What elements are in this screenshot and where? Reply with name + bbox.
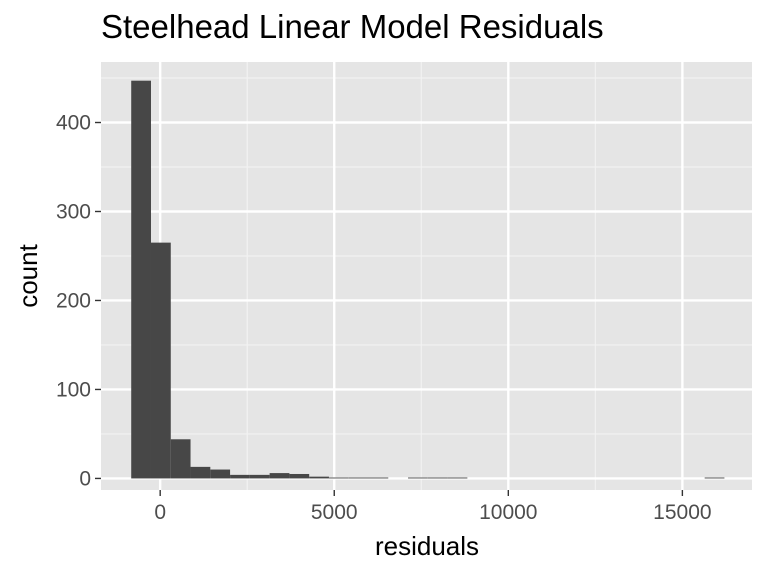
x-tick-label: 15000 <box>653 501 711 524</box>
histogram-bar <box>150 242 171 479</box>
histogram-bar <box>348 477 369 479</box>
chart-title: Steelhead Linear Model Residuals <box>101 8 604 45</box>
x-axis-ticks: 0 5000 10000 15000 <box>154 490 712 524</box>
minor-gridlines <box>101 62 752 490</box>
y-tick-label: 0 <box>79 467 91 490</box>
histogram-bar <box>249 474 270 479</box>
y-axis-title: count <box>13 243 43 307</box>
histogram-bar <box>170 439 191 479</box>
histogram-bar <box>190 466 211 479</box>
y-axis-ticks: 0 100 200 300 400 <box>56 112 101 490</box>
histogram-bar <box>210 469 231 479</box>
y-tick-label: 400 <box>56 112 91 135</box>
histogram-bar <box>131 80 151 479</box>
histogram-bar <box>269 473 290 479</box>
histogram-bar <box>704 477 725 479</box>
plot-panel <box>101 62 752 490</box>
histogram-bar <box>427 477 448 479</box>
histogram-bar <box>368 477 389 479</box>
histogram-bar <box>309 476 329 479</box>
histogram-bar <box>230 474 250 479</box>
y-tick-label: 300 <box>56 200 91 223</box>
histogram-bar <box>289 473 310 479</box>
histogram-bar <box>408 477 428 479</box>
x-axis-title: residuals <box>375 531 479 561</box>
x-tick-label: 10000 <box>479 501 537 524</box>
x-tick-label: 0 <box>154 501 166 524</box>
histogram-bars <box>131 80 725 479</box>
x-tick-label: 5000 <box>311 501 358 524</box>
y-tick-label: 200 <box>56 289 91 312</box>
histogram-bar <box>328 477 349 479</box>
histogram-bar <box>447 477 468 479</box>
y-tick-label: 100 <box>56 378 91 401</box>
